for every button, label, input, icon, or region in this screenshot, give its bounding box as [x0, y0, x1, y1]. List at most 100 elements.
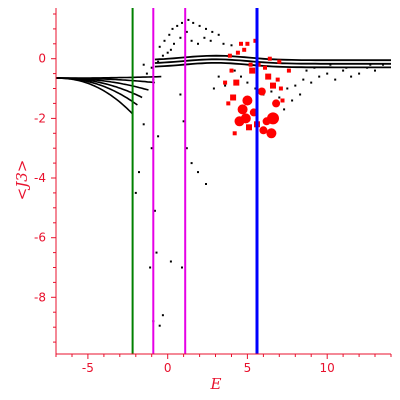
red-point-32: [267, 56, 272, 61]
black-point-73: [217, 75, 220, 78]
black-point-42: [205, 183, 207, 185]
y-tick-label: -6: [34, 231, 46, 245]
black-point-2: [168, 33, 171, 36]
black-point-47: [142, 123, 145, 126]
black-point-22: [222, 42, 225, 45]
red-point-20: [256, 62, 261, 67]
red-point-15: [233, 79, 240, 86]
red-point-28: [246, 124, 252, 131]
black-point-57: [302, 78, 305, 81]
red-point-11: [230, 94, 237, 101]
red-point-24: [286, 68, 291, 73]
black-point-64: [358, 72, 361, 75]
black-point-10: [211, 30, 214, 33]
black-point-29: [150, 147, 153, 150]
black-point-4: [176, 24, 179, 27]
red-point-19: [248, 62, 253, 67]
black-point-16: [161, 54, 164, 57]
y-ticks: 0 -2 -4 -6 -8: [34, 13, 56, 343]
black-point-33: [149, 266, 152, 269]
x-axis-title: E: [210, 375, 222, 393]
red-point-35: [239, 41, 243, 46]
black-point-7: [192, 21, 195, 24]
black-point-13: [173, 42, 175, 45]
red-point-26: [226, 101, 231, 106]
red-point-14: [270, 82, 276, 89]
band-2: [154, 62, 391, 69]
black-point-48: [233, 69, 236, 72]
y-axis-title: <J3>: [13, 160, 31, 201]
black-point-37: [179, 93, 182, 96]
red-point-33: [245, 41, 250, 46]
black-point-41: [197, 171, 199, 174]
red-point-27: [232, 131, 237, 136]
black-point-40: [190, 162, 193, 165]
red-point-5: [266, 128, 277, 139]
black-point-71: [299, 93, 302, 96]
black-point-6: [187, 18, 190, 21]
black-point-50: [246, 81, 249, 84]
red-point-16: [229, 68, 234, 73]
red-point-25: [223, 80, 228, 85]
black-point-0: [158, 45, 161, 48]
red-point-12: [249, 67, 256, 74]
black-point-39: [185, 147, 188, 150]
black-point-20: [203, 36, 206, 39]
black-point-51: [254, 87, 257, 90]
black-point-63: [350, 75, 353, 78]
red-point-6: [262, 117, 271, 126]
black-point-series: [134, 18, 384, 327]
red-point-0: [237, 104, 248, 115]
x-tick-label: -5: [82, 361, 94, 375]
red-point-21: [263, 65, 267, 70]
red-point-13: [265, 73, 272, 80]
black-point-32: [155, 251, 158, 254]
black-point-9: [205, 27, 207, 30]
red-point-31: [227, 53, 232, 58]
black-point-49: [240, 75, 242, 78]
black-point-74: [212, 87, 215, 90]
red-point-30: [278, 86, 283, 91]
black-point-65: [366, 66, 369, 69]
black-point-43: [169, 260, 172, 263]
black-point-19: [197, 42, 199, 45]
vertical-lines: [131, 8, 259, 354]
black-point-17: [169, 48, 172, 51]
black-point-79: [369, 63, 372, 66]
black-point-31: [153, 209, 156, 212]
black-point-15: [185, 30, 188, 33]
y-tick-label: -8: [34, 290, 46, 304]
black-point-55: [286, 87, 289, 90]
curve-families: [56, 54, 391, 115]
black-point-66: [374, 69, 376, 72]
black-point-59: [318, 75, 321, 78]
curve-5: [56, 75, 162, 79]
x-tick-label: 5: [244, 361, 252, 375]
black-point-26: [145, 72, 148, 75]
black-point-45: [134, 191, 137, 194]
black-point-30: [157, 135, 160, 138]
black-point-28: [142, 63, 145, 66]
black-point-25: [157, 60, 160, 63]
black-point-61: [334, 78, 337, 81]
red-point-3: [240, 113, 251, 124]
black-point-72: [224, 84, 227, 87]
black-point-24: [150, 66, 153, 69]
black-point-18: [190, 39, 193, 42]
black-point-12: [166, 51, 169, 54]
y-tick-label: -4: [34, 171, 46, 185]
black-point-34: [161, 314, 164, 317]
black-point-77: [329, 63, 332, 66]
red-point-9: [259, 126, 268, 135]
black-point-53: [270, 90, 273, 93]
black-point-23: [230, 44, 233, 47]
black-point-8: [198, 24, 201, 27]
black-point-78: [345, 66, 348, 69]
y-tick-label: 0: [38, 52, 46, 66]
black-point-14: [179, 36, 182, 39]
black-point-11: [217, 33, 220, 36]
y-tick-label: -2: [34, 111, 46, 125]
black-point-60: [326, 72, 329, 75]
red-point-34: [253, 38, 258, 43]
black-point-38: [182, 120, 185, 123]
